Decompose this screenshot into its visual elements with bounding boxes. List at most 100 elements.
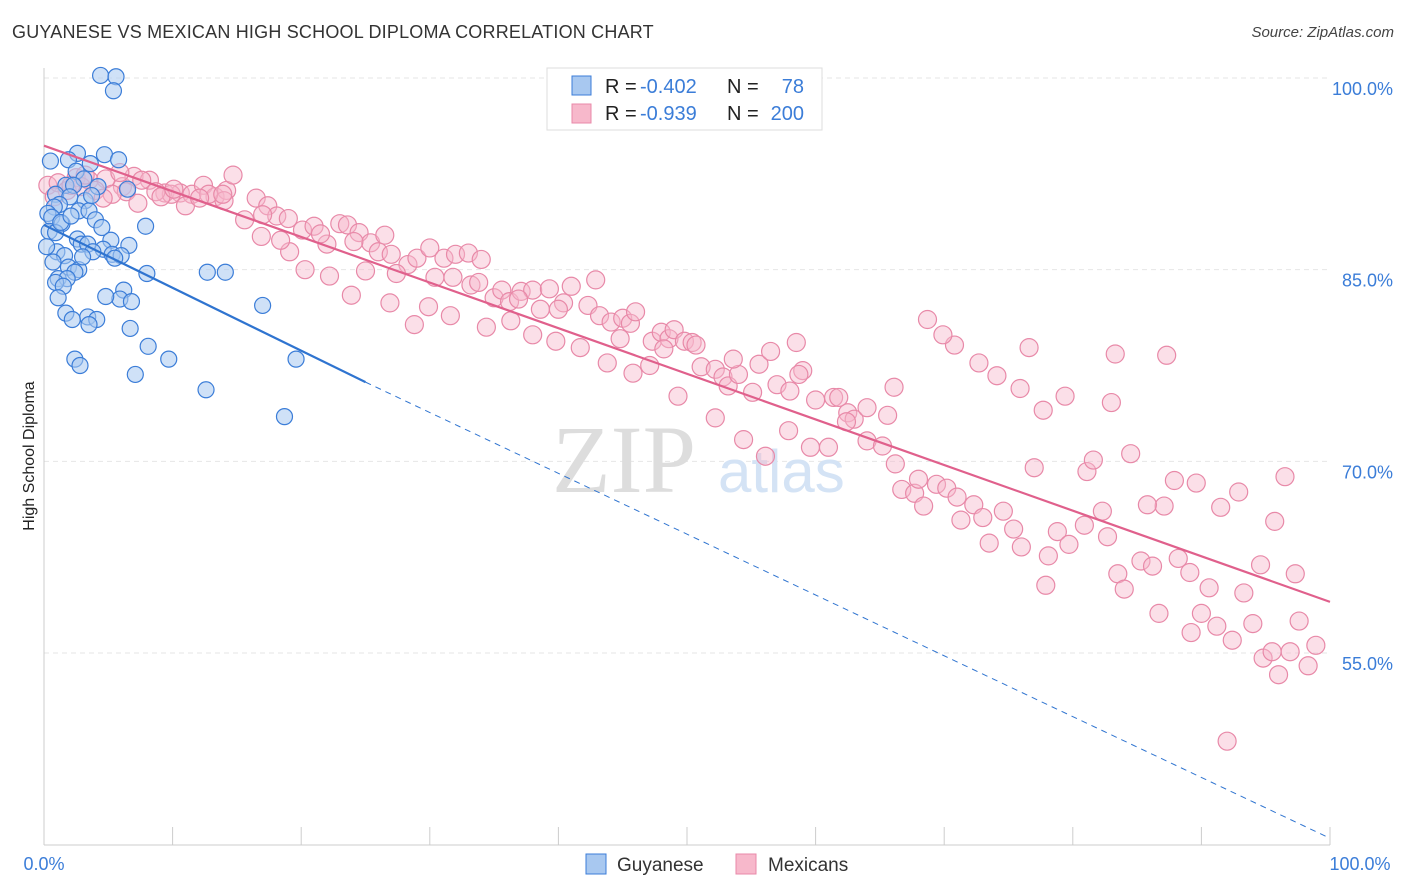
point-mexicans-31 — [420, 238, 440, 258]
point-mexicans-162 — [341, 285, 361, 305]
point-mexicans-163 — [319, 266, 340, 286]
point-mexicans-103 — [1180, 562, 1200, 583]
point-mexicans-56 — [659, 329, 679, 349]
point-mexicans-137 — [933, 325, 953, 345]
point-mexicans-143 — [800, 437, 821, 457]
point-mexicans-81 — [914, 496, 934, 516]
point-mexicans-130 — [1010, 378, 1030, 399]
point-mexicans-19 — [292, 220, 313, 240]
point-mexicans-102 — [1168, 548, 1188, 569]
point-mexicans-150 — [623, 363, 643, 383]
point-mexicans-28 — [381, 244, 401, 264]
point-guyanese-61 — [121, 319, 139, 338]
point-mexicans-20 — [304, 216, 324, 236]
point-mexicans-157 — [440, 306, 460, 326]
point-mexicans-195 — [686, 335, 706, 355]
point-mexicans-124 — [1137, 495, 1157, 515]
point-mexicans-117 — [1285, 564, 1305, 584]
point-guyanese-7 — [41, 152, 60, 170]
point-mexicans-36 — [461, 275, 481, 295]
point-guyanese-14 — [118, 180, 137, 198]
point-mexicans-142 — [818, 437, 839, 457]
point-mexicans-159 — [404, 315, 424, 335]
point-mexicans-84 — [951, 510, 971, 530]
point-mexicans-65 — [742, 382, 763, 402]
point-mexicans-200 — [908, 469, 929, 489]
point-mexicans-166 — [271, 230, 291, 250]
point-mexicans-101 — [1154, 496, 1174, 516]
y-tick-label-55: 55.0% — [1342, 654, 1393, 674]
point-mexicans-128 — [1055, 386, 1075, 406]
point-mexicans-140 — [857, 398, 877, 418]
point-mexicans-144 — [778, 421, 799, 441]
point-mexicans-161 — [355, 261, 376, 281]
point-guyanese-66 — [287, 350, 305, 368]
point-mexicans-151 — [597, 353, 617, 373]
point-guyanese-2 — [104, 82, 123, 100]
point-mexicans-113 — [1280, 642, 1300, 662]
point-mexicans-190 — [469, 272, 489, 293]
point-mexicans-22 — [330, 214, 350, 234]
point-mexicans-99 — [1131, 551, 1151, 571]
point-mexicans-126 — [1101, 392, 1121, 413]
point-mexicans-191 — [508, 289, 529, 309]
point-mexicans-186 — [310, 224, 331, 244]
point-mexicans-120 — [1229, 482, 1249, 502]
point-guyanese-58 — [63, 310, 81, 329]
point-mexicans-122 — [1186, 473, 1206, 493]
trend-line-mexicans — [43, 144, 1331, 603]
point-mexicans-164 — [295, 260, 315, 280]
point-mexicans-160 — [380, 293, 400, 313]
point-guyanese-68 — [197, 381, 215, 399]
point-mexicans-100 — [1142, 556, 1163, 576]
legend-box: R = -0.402 N = 78 R = -0.939 N = 200 — [546, 67, 823, 131]
legend-n-value-guyanese: 78 — [782, 76, 804, 98]
watermark-atlas: atlas — [718, 438, 845, 505]
y-tick-labels: 55.0% 70.0% 85.0% 100.0% — [1332, 79, 1393, 674]
point-mexicans-167 — [251, 226, 271, 247]
point-guyanese-72 — [106, 249, 124, 267]
point-mexicans-98 — [1114, 579, 1134, 599]
point-mexicans-39 — [492, 280, 512, 300]
point-mexicans-106 — [1207, 616, 1227, 636]
point-mexicans-69 — [780, 381, 800, 401]
point-guyanese-69 — [275, 408, 294, 426]
point-mexicans-45 — [553, 293, 574, 313]
point-mexicans-66 — [749, 354, 769, 374]
point-mexicans-146 — [733, 430, 754, 450]
point-guyanese-54 — [122, 293, 141, 311]
legend-r-value-mexicans: -0.939 — [640, 103, 697, 125]
point-mexicans-187 — [344, 231, 364, 252]
trend-line-guyanese-extension — [365, 381, 1331, 839]
point-guyanese-67 — [126, 365, 144, 384]
point-guyanese-70 — [97, 287, 115, 306]
point-guyanese-60 — [80, 316, 98, 334]
point-mexicans-50 — [601, 312, 621, 332]
point-mexicans-72 — [805, 390, 826, 410]
point-mexicans-94 — [1077, 461, 1097, 482]
point-mexicans-91 — [1038, 546, 1058, 566]
bottom-legend-label-mexicans: Mexicans — [768, 855, 848, 876]
bottom-legend-swatch-mexicans — [735, 853, 757, 875]
point-mexicans-67 — [760, 341, 781, 362]
point-mexicans-15 — [246, 188, 266, 208]
x-tick-label-min: 0.0% — [23, 854, 64, 874]
x-tick-label-max: 100.0% — [1329, 854, 1390, 874]
point-mexicans-196 — [723, 349, 743, 369]
point-mexicans-135 — [1105, 344, 1125, 364]
point-mexicans-90 — [1024, 458, 1044, 478]
point-mexicans-115 — [1298, 656, 1318, 676]
point-mexicans-145 — [755, 446, 776, 466]
chart-title: GUYANESE VS MEXICAN HIGH SCHOOL DIPLOMA … — [12, 22, 654, 42]
point-mexicans-203 — [1036, 575, 1056, 595]
point-mexicans-78 — [885, 454, 905, 474]
point-mexicans-75 — [844, 409, 864, 429]
point-mexicans-32 — [434, 248, 454, 268]
point-mexicans-95 — [1092, 501, 1112, 521]
legend-frame — [546, 67, 823, 131]
point-mexicans-129 — [1033, 400, 1053, 420]
watermark-zip: ZIP — [552, 406, 696, 513]
point-guyanese-75 — [37, 238, 56, 256]
point-mexicans-184 — [213, 184, 233, 204]
point-mexicans-58 — [674, 331, 695, 351]
